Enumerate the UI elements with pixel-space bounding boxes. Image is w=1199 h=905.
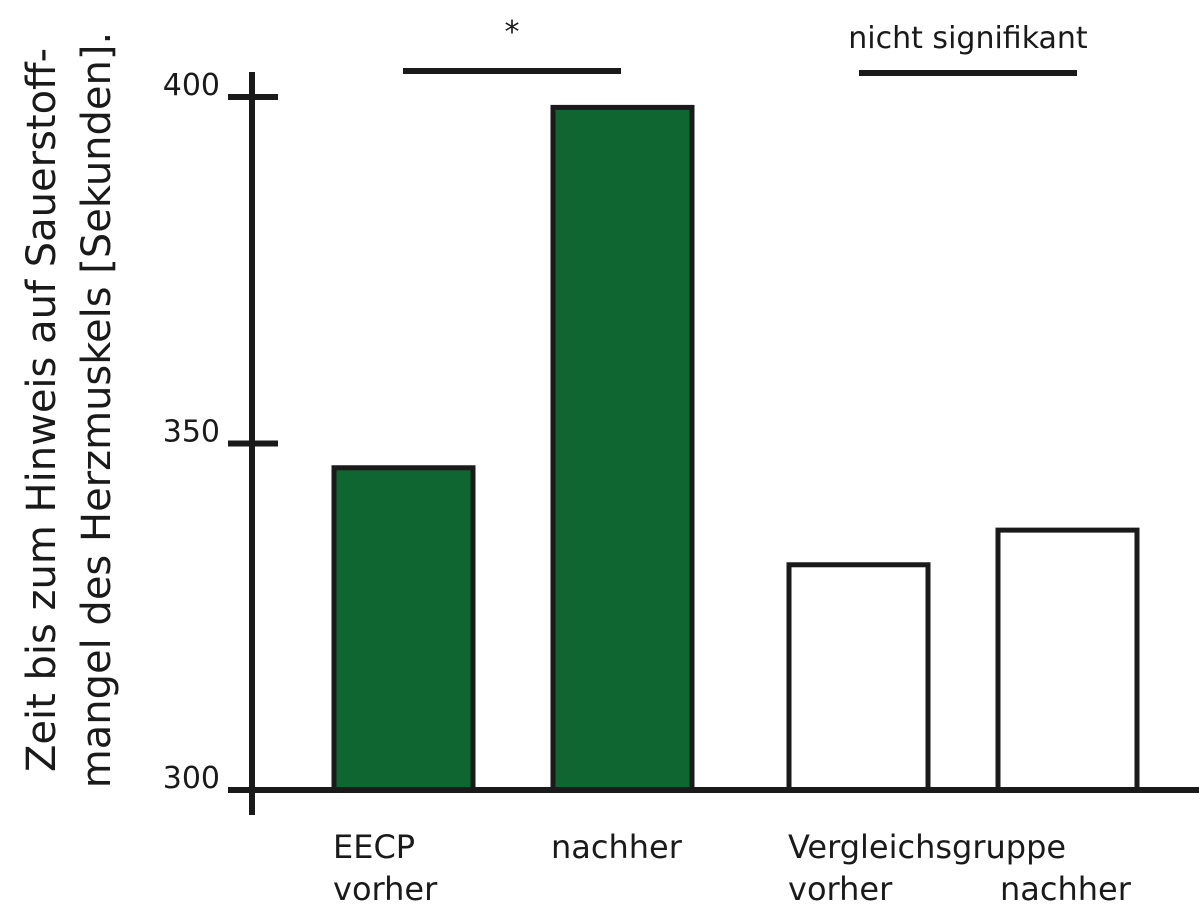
bar-eecp-vorher xyxy=(331,465,476,793)
y-tick-label-350: 350 xyxy=(163,415,220,450)
bar-vergleich-vorher xyxy=(786,562,931,793)
category-label-vergleich-nachher: nachher xyxy=(1000,870,1132,905)
bar-vergleich-nachher xyxy=(995,527,1140,793)
bars xyxy=(331,104,1140,793)
category-label-eecp-vorher: vorher xyxy=(333,870,438,905)
y-axis-title-line-2: mangel des Herzmuskels [Sekunden]. xyxy=(74,32,120,788)
category-label-eecp: EECP xyxy=(333,828,415,866)
significance-annotations xyxy=(403,68,1077,76)
not-significant-label: nicht signifikant xyxy=(848,21,1088,56)
category-label-vergleichsgruppe: Vergleichsgruppe xyxy=(788,828,1066,866)
bar-eecp-nachher xyxy=(550,104,695,793)
y-axis-title-line-1: Zeit bis zum Hinweis auf Sauerstoff- xyxy=(19,48,65,772)
significance-star: * xyxy=(505,15,520,50)
y-tick-label-300: 300 xyxy=(163,761,220,796)
axes: 300 350 400 xyxy=(163,68,1199,815)
y-tick-label-400: 400 xyxy=(163,68,220,103)
category-label-eecp-nachher: nachher xyxy=(551,828,683,866)
category-label-vergleich-vorher: vorher xyxy=(788,870,893,905)
